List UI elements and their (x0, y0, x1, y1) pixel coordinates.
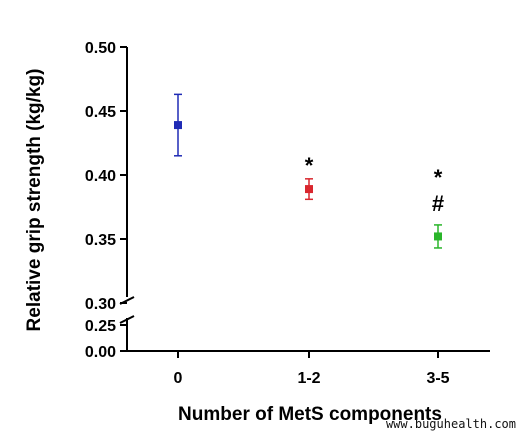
y-tick-label: 0.30 (85, 296, 116, 313)
data-point (434, 232, 442, 241)
significance-marker: * (305, 153, 314, 178)
y-tick-label: 0.40 (85, 168, 116, 185)
data-point-group (434, 224, 442, 249)
watermark: www.buguhealth.com (385, 417, 516, 431)
data-point-group (305, 178, 313, 201)
x-tick-label: 1-2 (297, 370, 320, 387)
data-point (174, 121, 182, 130)
x-axis-label: Number of MetS components (178, 404, 442, 425)
y-tick-label: 0.00 (85, 344, 116, 361)
y-tick-label: 0.35 (85, 232, 116, 249)
data-point-group (174, 93, 182, 157)
y-tick-label: 0.45 (85, 104, 116, 121)
x-tick-label: 3-5 (426, 370, 449, 387)
significance-marker: * (434, 165, 443, 190)
x-axis: 0 1-2 3-5 (127, 350, 490, 387)
annotations: * *# (305, 153, 444, 216)
x-tick-label: 0 (174, 370, 183, 387)
data-point (305, 185, 313, 194)
significance-marker: # (432, 191, 444, 216)
y-tick-label: 0.50 (85, 40, 116, 57)
data-marks (174, 93, 442, 249)
y-tick-label: 0.25 (85, 318, 116, 335)
y-axis: 0.50 0.45 0.40 0.35 0.30 0.25 0.00 (85, 40, 135, 361)
y-axis-label: Relative grip strength (kg/kg) (24, 69, 45, 332)
